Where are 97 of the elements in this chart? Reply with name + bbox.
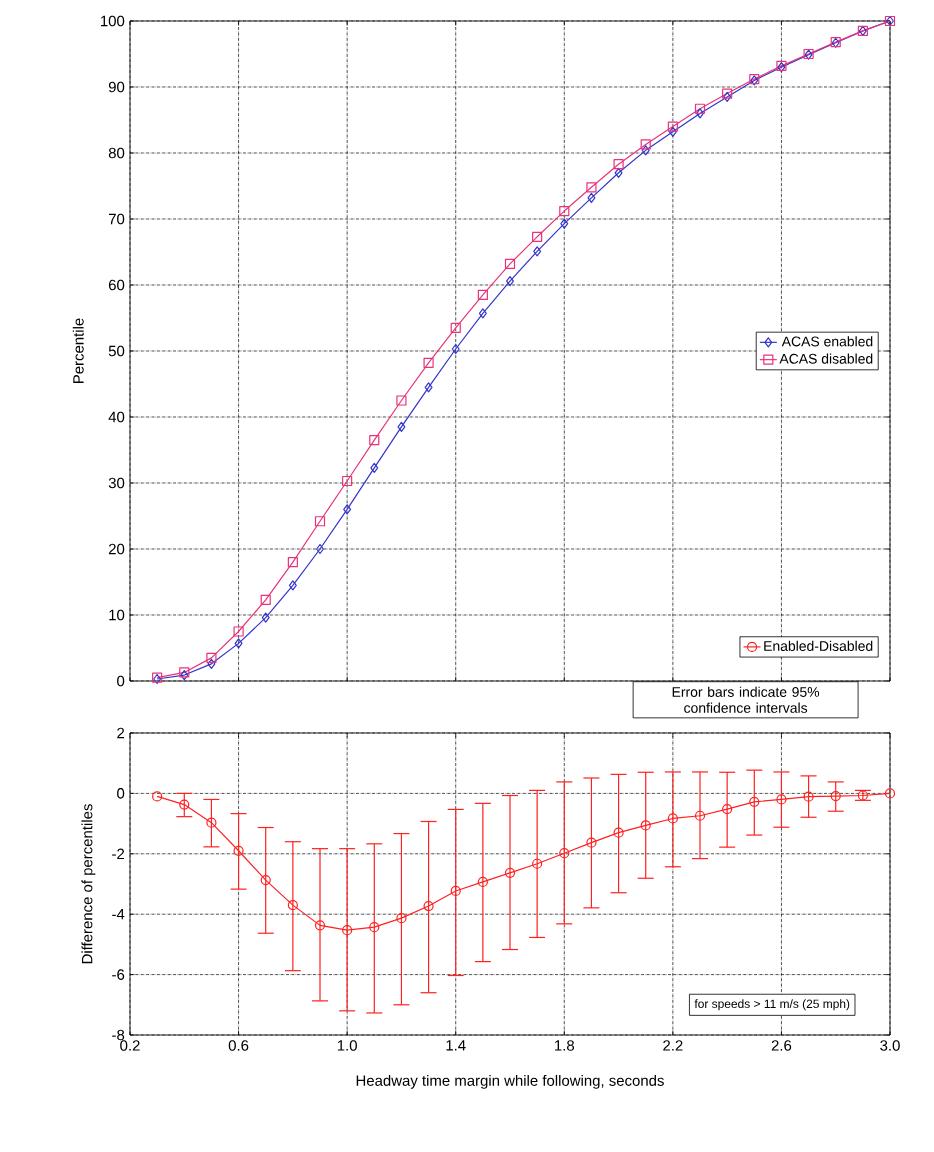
y-tick-label: 0 (117, 675, 125, 687)
y-tick-label: 10 (109, 609, 125, 621)
point (613, 827, 624, 838)
y-tick-label: -6 (112, 969, 125, 980)
point (396, 913, 407, 924)
point (614, 167, 623, 178)
x-tick-label: 2.2 (663, 1040, 683, 1051)
point (233, 845, 244, 856)
legend-label: Enabled-Disabled (764, 640, 873, 651)
point (477, 289, 488, 300)
point (342, 925, 353, 936)
y-tick-label: 90 (108, 81, 125, 93)
point (260, 594, 271, 605)
point (559, 205, 570, 217)
point (450, 322, 461, 333)
point (586, 182, 597, 193)
point (587, 192, 596, 203)
x-tick-label: 1.8 (555, 1040, 575, 1051)
point (287, 557, 298, 568)
point (260, 874, 271, 886)
x-tick-label: 0.6 (228, 1040, 249, 1051)
point (613, 159, 624, 170)
point (369, 434, 380, 446)
point (696, 108, 704, 119)
point (288, 580, 297, 591)
point (504, 867, 516, 878)
point (314, 516, 326, 527)
point (369, 922, 380, 933)
point (206, 817, 217, 828)
legend-label: ACAS disabled (779, 353, 873, 364)
y-tick-label: 100 (101, 15, 125, 27)
y-tick-label: -4 (112, 909, 125, 920)
point (533, 246, 542, 257)
point (450, 885, 461, 897)
point (207, 658, 216, 669)
y-axis-title: Difference of percentiles (81, 804, 96, 964)
y-tick-label: 0 (117, 788, 125, 799)
y-tick-label: 2 (117, 727, 125, 739)
point (586, 837, 597, 848)
y-tick-label: 70 (108, 213, 125, 225)
point (314, 920, 326, 931)
y-tick-label: -8 (112, 1029, 125, 1041)
point (559, 848, 570, 859)
y-tick-label: 60 (108, 279, 125, 291)
point (287, 900, 298, 911)
y-tick-label: 80 (108, 147, 125, 159)
y-tick-label: 20 (108, 543, 125, 555)
point (857, 790, 868, 801)
point (668, 126, 677, 137)
x-axis-title: Headway time margin while following, seconds (356, 1074, 664, 1089)
point (560, 218, 569, 229)
point (423, 900, 434, 912)
y-tick-label: 30 (108, 477, 125, 489)
point (532, 231, 543, 242)
point (667, 121, 678, 132)
point (830, 791, 841, 802)
point (152, 791, 163, 802)
point (667, 813, 678, 824)
y-tick-label: -2 (112, 848, 125, 860)
point (342, 475, 353, 487)
point (641, 145, 650, 156)
point (722, 804, 733, 815)
point (343, 504, 352, 515)
point (640, 139, 651, 150)
annotation: for speeds > 11 m/s (25 mph) (694, 999, 850, 1011)
point (397, 421, 406, 432)
point (233, 626, 244, 637)
point (532, 858, 543, 869)
x-tick-label: 3.0 (880, 1040, 900, 1051)
y-tick-label: 40 (108, 411, 125, 423)
x-tick-label: 2.6 (771, 1040, 792, 1051)
point (640, 820, 651, 831)
y-tick-label: 50 (108, 345, 125, 357)
point (504, 258, 516, 269)
point (451, 343, 460, 355)
point (234, 638, 243, 649)
legend-label: ACAS enabled (781, 336, 873, 347)
point (423, 357, 434, 368)
point (776, 794, 787, 805)
point (370, 462, 379, 473)
point (803, 791, 814, 802)
point (477, 876, 488, 887)
point (749, 796, 760, 807)
point (478, 308, 487, 319)
x-tick-label: 1.0 (337, 1040, 357, 1051)
point (884, 788, 896, 799)
point (396, 395, 407, 406)
point (694, 103, 706, 114)
point (694, 810, 706, 821)
x-tick-label: 1.4 (446, 1040, 466, 1051)
point (206, 652, 217, 663)
x-tick-label: 0.2 (120, 1040, 140, 1051)
point (261, 612, 270, 623)
text: Error bars indicate 95% confidence intervals (672, 686, 820, 713)
point (424, 382, 433, 393)
y-axis-title: Percentile (72, 318, 84, 383)
point (179, 799, 190, 810)
